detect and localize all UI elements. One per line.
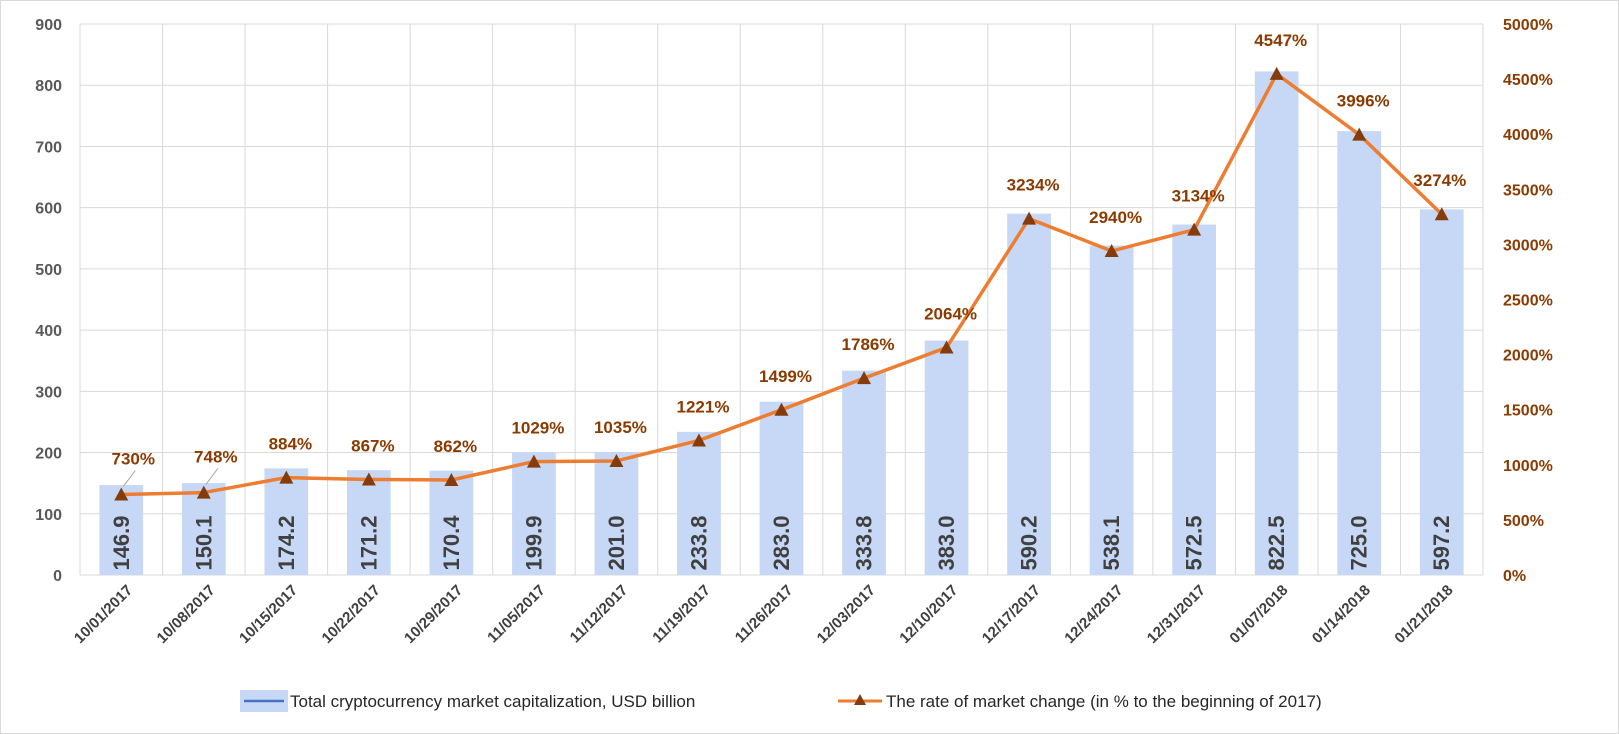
line-value-label: 2064% — [924, 305, 977, 324]
legend-bar-label: Total cryptocurrency market capitalizati… — [290, 692, 695, 711]
bar — [346, 470, 391, 575]
bar — [924, 340, 969, 575]
line-value-label: 4547% — [1254, 31, 1307, 50]
bar-value-label: 383.0 — [934, 515, 959, 570]
bar — [512, 452, 556, 575]
bar — [1254, 71, 1299, 576]
y-left-tick-label: 600 — [35, 201, 62, 218]
legend-line-marker — [854, 694, 866, 705]
line-marker — [1187, 222, 1202, 236]
line-marker — [1352, 127, 1367, 141]
line-value-label: 3234% — [1007, 176, 1060, 195]
line-marker — [114, 487, 129, 501]
grid — [79, 23, 1484, 576]
bar-value-label: 150.1 — [191, 515, 216, 570]
line-marker — [1022, 211, 1037, 225]
line-value-label: 1029% — [511, 419, 564, 438]
line-value-label: 3274% — [1413, 171, 1466, 190]
line-value-label: 3996% — [1337, 92, 1390, 111]
line-marker — [526, 454, 541, 468]
line-value-label: 1035% — [594, 418, 647, 437]
bar — [264, 468, 309, 575]
line-marker — [691, 433, 706, 447]
line-marker — [857, 371, 872, 385]
line-value-label: 3134% — [1172, 187, 1225, 206]
bar-value-label: 233.8 — [686, 515, 711, 570]
line-marker — [939, 340, 954, 354]
legend-line-label: The rate of market change (in % to the b… — [886, 692, 1322, 711]
y-right-tick-label: 3000% — [1503, 237, 1553, 254]
bar-value-label: 822.5 — [1264, 515, 1289, 570]
line-marker — [361, 472, 376, 486]
bar — [759, 401, 804, 575]
y-left-tick-label: 300 — [35, 384, 62, 401]
bar — [677, 431, 721, 575]
line-value-label: 730% — [112, 450, 155, 469]
bar-value-label: 572.5 — [1182, 515, 1207, 570]
bar-value-label: 538.1 — [1099, 515, 1124, 570]
bar-value-label: 590.2 — [1017, 515, 1042, 570]
y-right-tick-label: 3500% — [1503, 182, 1553, 199]
line-marker — [196, 485, 211, 499]
bar-value-label: 201.0 — [604, 515, 629, 570]
legend: Total cryptocurrency market capitalizati… — [240, 690, 1322, 712]
line-value-label: 867% — [351, 436, 394, 455]
bar — [1337, 131, 1382, 575]
bar-value-label: 146.9 — [109, 515, 134, 570]
bar-series: 146.9 150.1 174.2 171.2 170.4 199.9 201.0 233.8… — [99, 71, 1464, 576]
line-label-leader — [122, 470, 136, 487]
line-value-label: 1221% — [677, 397, 730, 416]
bar-value-label: 171.2 — [356, 515, 381, 570]
line-value-label: 862% — [434, 437, 477, 456]
bar — [429, 470, 474, 575]
y-left-tick-label: 500 — [35, 262, 62, 279]
y-right-tick-label: 1500% — [1503, 403, 1553, 420]
y-left-tick-label: 800 — [35, 78, 62, 95]
bar — [1007, 213, 1051, 575]
y-left-tick-label: 700 — [35, 139, 62, 156]
bar-value-label: 333.8 — [852, 515, 877, 570]
line-label-leader — [205, 468, 219, 485]
line-marker — [774, 402, 789, 416]
bar-value-label: 283.0 — [769, 515, 794, 570]
bar-value-label: 170.4 — [439, 515, 464, 571]
y-right-tick-label: 4000% — [1503, 127, 1553, 144]
line-marker — [1104, 244, 1119, 258]
y-right-tick-label: 2000% — [1503, 348, 1553, 365]
y-left-tick-label: 900 — [35, 17, 62, 34]
y-left-tick-label: 100 — [35, 507, 62, 524]
line-series: 730% 748% 884% 867% 862% 1029% 1035% 1221% 1499%… — [112, 31, 1466, 501]
line-value-label: 2940% — [1089, 208, 1142, 227]
y-right-tick-label: 4500% — [1503, 72, 1553, 89]
line-value-label: 748% — [194, 448, 237, 467]
y-right-tick-label: 1000% — [1503, 458, 1553, 475]
y-left-tick-label: 0 — [53, 568, 62, 585]
bar — [1419, 209, 1464, 575]
y-right-tick-label: 0% — [1503, 568, 1526, 585]
y-right-tick-label: 5000% — [1503, 17, 1553, 34]
line-marker — [444, 473, 459, 487]
bar-value-label: 597.2 — [1429, 515, 1454, 570]
y-right-tick-label: 2500% — [1503, 293, 1553, 310]
line-marker — [279, 470, 294, 484]
line-value-label: 884% — [269, 435, 312, 454]
y-left-tick-label: 200 — [35, 446, 62, 463]
line-marker — [609, 453, 624, 467]
line-marker — [1434, 207, 1449, 221]
line-marker — [1269, 66, 1284, 80]
bar — [1172, 224, 1217, 575]
bar — [1089, 245, 1134, 575]
line-value-label: 1786% — [842, 335, 895, 354]
bar-value-label: 725.0 — [1347, 515, 1372, 570]
bar — [594, 451, 639, 575]
bar — [842, 370, 886, 575]
y-right-tick-label: 500% — [1503, 513, 1544, 530]
bar-value-label: 174.2 — [274, 515, 299, 570]
line-value-label: 1499% — [759, 367, 812, 386]
bar-value-label: 199.9 — [521, 515, 546, 570]
y-left-tick-label: 400 — [35, 323, 62, 340]
